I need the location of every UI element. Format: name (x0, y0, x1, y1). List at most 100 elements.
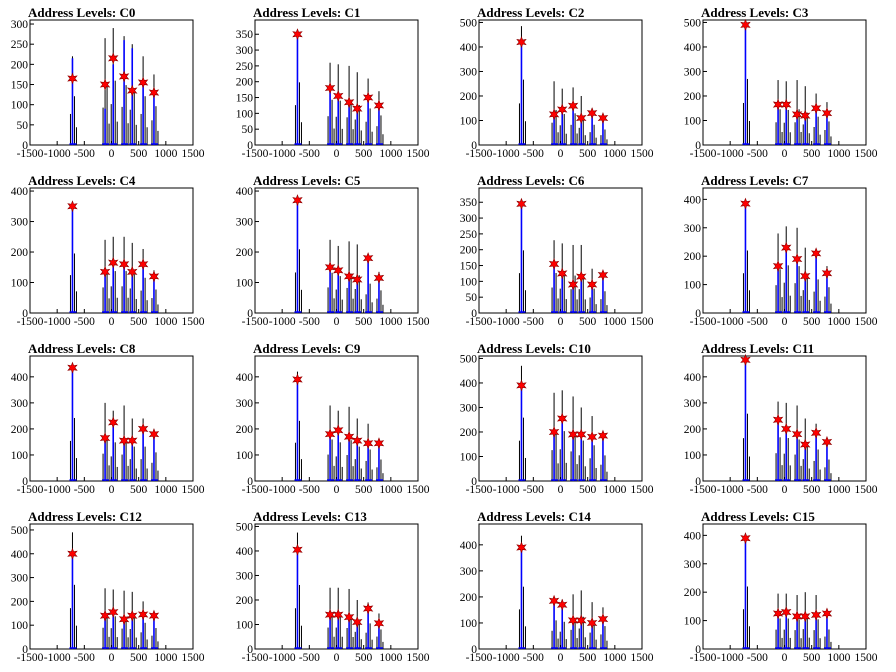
peak-marker (362, 602, 374, 615)
y-tick-label: 100 (236, 108, 254, 120)
peak-marker (800, 610, 811, 623)
x-tick-label: -1000 (269, 484, 296, 496)
y-tick-label: 200 (236, 247, 254, 259)
x-tick-label: -1500 (242, 652, 269, 664)
x-tick-label: 1500 (182, 148, 205, 160)
panel-title: Address Levels: C3 (701, 5, 809, 20)
y-tick-label: 0 (695, 308, 701, 320)
peak-marker (67, 72, 78, 85)
y-tick-label: 300 (11, 217, 29, 229)
peak-marker (373, 271, 385, 284)
x-tick-label: -500 (74, 316, 95, 328)
panel-title: Address Levels: C15 (701, 509, 815, 524)
x-tick-label: 500 (130, 148, 148, 160)
y-tick-label: 150 (236, 93, 254, 105)
peak-marker (332, 264, 344, 277)
peak-marker (548, 594, 560, 607)
x-tick-label: -1500 (17, 652, 44, 664)
peak-marker (324, 261, 336, 274)
x-tick-label: -1500 (466, 316, 493, 328)
peak-marker (352, 434, 363, 447)
x-tick-label: 0 (782, 148, 788, 160)
peak-marker (127, 84, 138, 97)
y-tick-label: 150 (11, 80, 29, 92)
peak-marker (107, 52, 119, 65)
y-tick-label: 100 (11, 620, 29, 632)
peak-marker (332, 608, 344, 621)
peak-marker (516, 541, 527, 554)
x-tick-label: -500 (523, 484, 544, 496)
panel-c6: Address Levels: C6 0 50 100 150 200 250 300 350 -… (460, 173, 654, 328)
x-tick-label: 0 (109, 148, 115, 160)
peak-marker (548, 108, 560, 121)
panel-title: Address Levels: C11 (701, 341, 814, 356)
x-tick-label: 1500 (407, 652, 430, 664)
peak-marker (821, 435, 833, 448)
y-tick-label: 300 (236, 217, 254, 229)
plot-frame (478, 523, 643, 650)
x-tick-label: 1000 (379, 652, 402, 664)
peak-marker (791, 610, 803, 623)
peak-marker (597, 112, 609, 125)
y-tick-label: 100 (460, 276, 478, 288)
y-tick-label: 100 (236, 278, 254, 290)
x-tick-label: -1500 (17, 484, 44, 496)
y-tick-label: 200 (236, 424, 254, 436)
peak-marker (597, 268, 609, 282)
x-tick-label: 1000 (154, 148, 177, 160)
x-tick-label: -500 (523, 316, 544, 328)
y-tick-label: 400 (684, 194, 702, 206)
x-tick-label: -1500 (242, 484, 269, 496)
y-tick-label: 250 (236, 61, 254, 73)
x-tick-label: 1000 (154, 484, 177, 496)
y-tick-label: 200 (11, 424, 29, 436)
panel-c8: Address Levels: C8 0 100 200 300 400 -1500 -100… (11, 341, 205, 496)
peak-marker (324, 428, 336, 441)
panel-c13: Address Levels: C13 0 100 200 300 400 500 -1500… (236, 509, 430, 664)
x-tick-label: 1000 (827, 484, 850, 496)
panel-title: Address Levels: C8 (28, 341, 136, 356)
x-tick-label: 1500 (631, 148, 654, 160)
x-tick-label: -1500 (242, 316, 269, 328)
x-tick-label: -1000 (493, 484, 520, 496)
x-tick-label: -1000 (493, 652, 520, 664)
x-tick-label: 0 (558, 148, 564, 160)
peak-marker (556, 267, 568, 280)
y-tick-label: 100 (684, 450, 702, 462)
x-tick-label: -1000 (269, 652, 296, 664)
peak-marker (516, 379, 527, 392)
x-tick-label: 500 (355, 484, 373, 496)
y-tick-label: 250 (11, 39, 29, 51)
x-tick-label: -500 (747, 484, 768, 496)
x-tick-label: 500 (130, 484, 148, 496)
x-tick-label: -500 (299, 148, 320, 160)
x-tick-label: -1500 (466, 652, 493, 664)
peak-marker (810, 102, 822, 115)
y-tick-label: 50 (242, 124, 254, 136)
y-tick-label: 0 (471, 644, 477, 656)
peak-marker (137, 258, 149, 271)
x-tick-label: 1000 (603, 316, 626, 328)
peak-marker (352, 273, 363, 286)
x-tick-label: -1500 (690, 484, 717, 496)
peak-marker (118, 613, 130, 626)
peak-marker (324, 82, 336, 95)
x-tick-label: 1500 (855, 484, 878, 496)
y-tick-label: 200 (684, 424, 702, 436)
y-tick-label: 200 (460, 245, 478, 257)
peak-marker (292, 373, 303, 386)
peak-marker (324, 608, 336, 621)
y-tick-label: 300 (684, 398, 702, 410)
x-tick-label: 500 (803, 316, 821, 328)
y-tick-label: 350 (460, 197, 478, 209)
y-tick-label: 0 (247, 644, 253, 656)
peak-marker (67, 361, 78, 374)
x-tick-label: 1000 (379, 316, 402, 328)
x-tick-label: -1000 (269, 148, 296, 160)
y-tick-label: 200 (684, 587, 702, 599)
peak-marker (576, 428, 587, 441)
peak-marker (800, 270, 811, 283)
panel-title: Address Levels: C14 (477, 509, 591, 524)
x-tick-label: 0 (782, 484, 788, 496)
